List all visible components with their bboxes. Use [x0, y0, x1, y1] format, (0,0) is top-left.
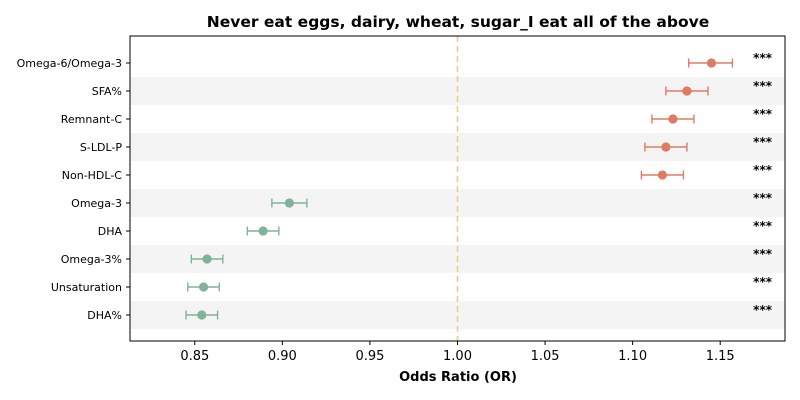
x-tick-label: 1.00	[443, 349, 472, 364]
significance-label: ***	[753, 51, 773, 65]
or-point	[657, 170, 668, 180]
row-band	[130, 189, 785, 217]
x-tick-label: 1.05	[531, 349, 560, 364]
x-tick-label: 1.10	[618, 349, 647, 364]
y-tick-label: Omega-6/Omega-3	[17, 57, 122, 70]
significance-label: ***	[753, 107, 773, 121]
or-point	[682, 86, 692, 96]
or-point	[258, 226, 268, 236]
x-tick-label: 0.95	[355, 349, 384, 364]
significance-label: ***	[753, 275, 773, 289]
y-axis: Omega-6/Omega-3 SFA% Remnant-C S-LDL-P Non-H…	[17, 57, 130, 322]
y-tick-label: DHA%	[87, 309, 122, 322]
y-tick-label: Non-HDL-C	[62, 169, 123, 182]
x-tick-label: 0.85	[180, 349, 209, 364]
x-axis: 0.85 0.90 0.95 1.00 1.05 1.10 1.15	[180, 341, 735, 364]
significance-label: ***	[753, 247, 773, 261]
or-point	[284, 198, 294, 208]
row-band	[130, 301, 785, 329]
or-point	[197, 310, 207, 320]
or-point	[706, 58, 717, 68]
y-tick-label: SFA%	[92, 85, 122, 98]
or-point	[668, 114, 678, 124]
significance-label: ***	[753, 219, 773, 233]
y-tick-label: DHA	[98, 225, 123, 238]
y-tick-label: Omega-3%	[61, 253, 122, 266]
significance-label: ***	[753, 191, 773, 205]
y-tick-label: Remnant-C	[61, 113, 123, 126]
x-tick-label: 1.15	[706, 349, 735, 364]
x-tick-label: 0.90	[268, 349, 297, 364]
significance-labels: *** *** *** *** *** *** *** *** *** ***	[753, 51, 773, 317]
significance-label: ***	[753, 303, 773, 317]
significance-label: ***	[753, 163, 773, 177]
x-axis-label: Odds Ratio (OR)	[399, 370, 517, 385]
chart-title: Never eat eggs, dairy, wheat, sugar_I ea…	[207, 13, 709, 31]
data-points	[185, 58, 734, 320]
or-point	[202, 254, 212, 264]
y-tick-label: Unsaturation	[51, 281, 122, 294]
significance-label: ***	[753, 79, 773, 93]
or-point	[661, 142, 671, 152]
y-tick-label: Omega-3	[71, 197, 122, 210]
y-tick-label: S-LDL-P	[80, 141, 122, 154]
significance-label: ***	[753, 135, 773, 149]
or-point	[198, 282, 209, 292]
